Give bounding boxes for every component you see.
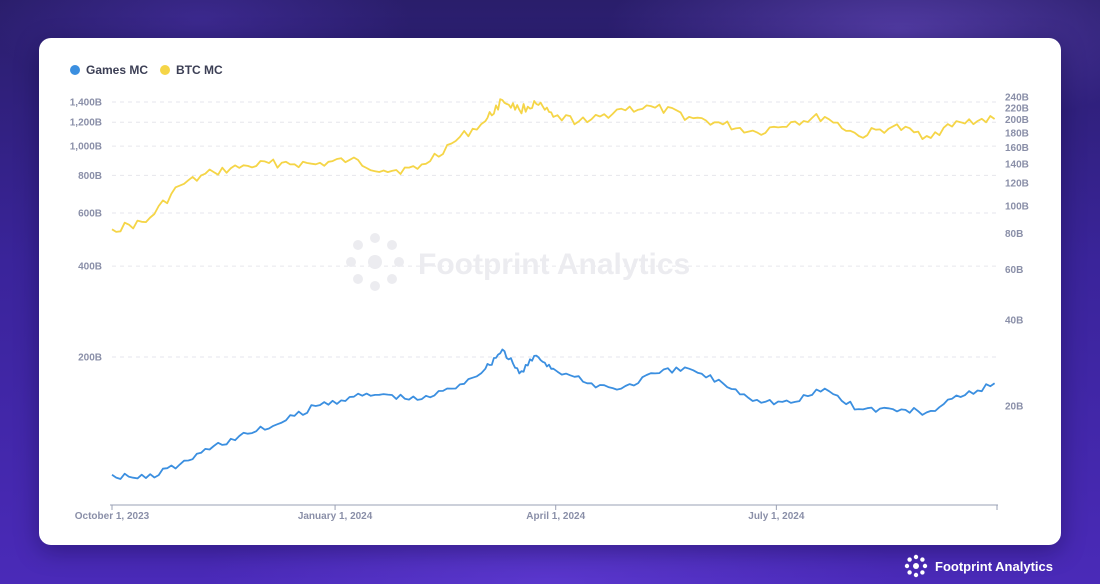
legend-item-games[interactable]: Games MC [70,63,148,77]
games-mc-line [111,348,996,480]
left-tick-label: 1,400B [70,98,102,109]
right-axis-ticks: 20B 40B 60B 80B 100B 120B 140B 160B 180B 200B220B… [1005,93,1029,413]
left-tick-label: 1,200B [70,118,102,129]
x-tick-label: January 1, 2024 [298,511,373,522]
brand-footer: Footprint Analytics [903,553,1053,579]
btc-dot-icon [160,65,171,75]
right-tick-label: 240B [1005,93,1029,104]
left-tick-label: 1,000B [70,142,102,153]
right-tick-label: 140B [1005,160,1029,171]
right-tick-label: 180B [1005,128,1029,139]
legend-label-btc: BTC MC [176,63,223,77]
right-tick-label: 80B [1005,229,1023,240]
right-tick-label: 100B [1005,201,1029,212]
x-tick-label: July 1, 2024 [748,511,805,522]
legend: Games MC BTC MC [70,63,223,77]
watermark-text: Footprint Analytics [418,248,690,281]
btc-mc-line [111,98,996,233]
right-tick-label: 60B [1005,265,1023,276]
left-tick-label: 600B [78,209,102,220]
right-tick-label: 220B [1005,103,1029,114]
right-tick-label: 20B [1005,402,1023,413]
left-axis-ticks: 200B 400B 600B 800B 1,000B 1,200B 1,400B [70,98,102,364]
x-axis-ticks: October 1, 2023 January 1, 2024 April 1, 2… [75,505,998,522]
right-tick-label: 200B [1005,115,1029,126]
legend-label-games: Games MC [86,63,149,77]
left-tick-label: 200B [78,353,102,364]
right-tick-label: 160B [1005,143,1029,154]
games-dot-icon [70,65,80,75]
x-tick-label: October 1, 2023 [75,511,150,522]
brand-name: Footprint Analytics [935,558,1053,574]
series [111,98,996,480]
x-tick-label: April 1, 2024 [526,511,585,522]
watermark: Footprint Analytics [346,233,690,291]
left-tick-label: 400B [78,262,102,273]
footprint-logo-icon [346,233,404,291]
legend-item-btc[interactable]: BTC MC [160,63,223,77]
grid-lines [112,101,997,358]
footprint-logo-icon [904,554,928,578]
right-tick-label: 40B [1005,315,1023,326]
left-tick-label: 800B [78,171,102,182]
right-tick-label: 120B [1005,179,1029,190]
